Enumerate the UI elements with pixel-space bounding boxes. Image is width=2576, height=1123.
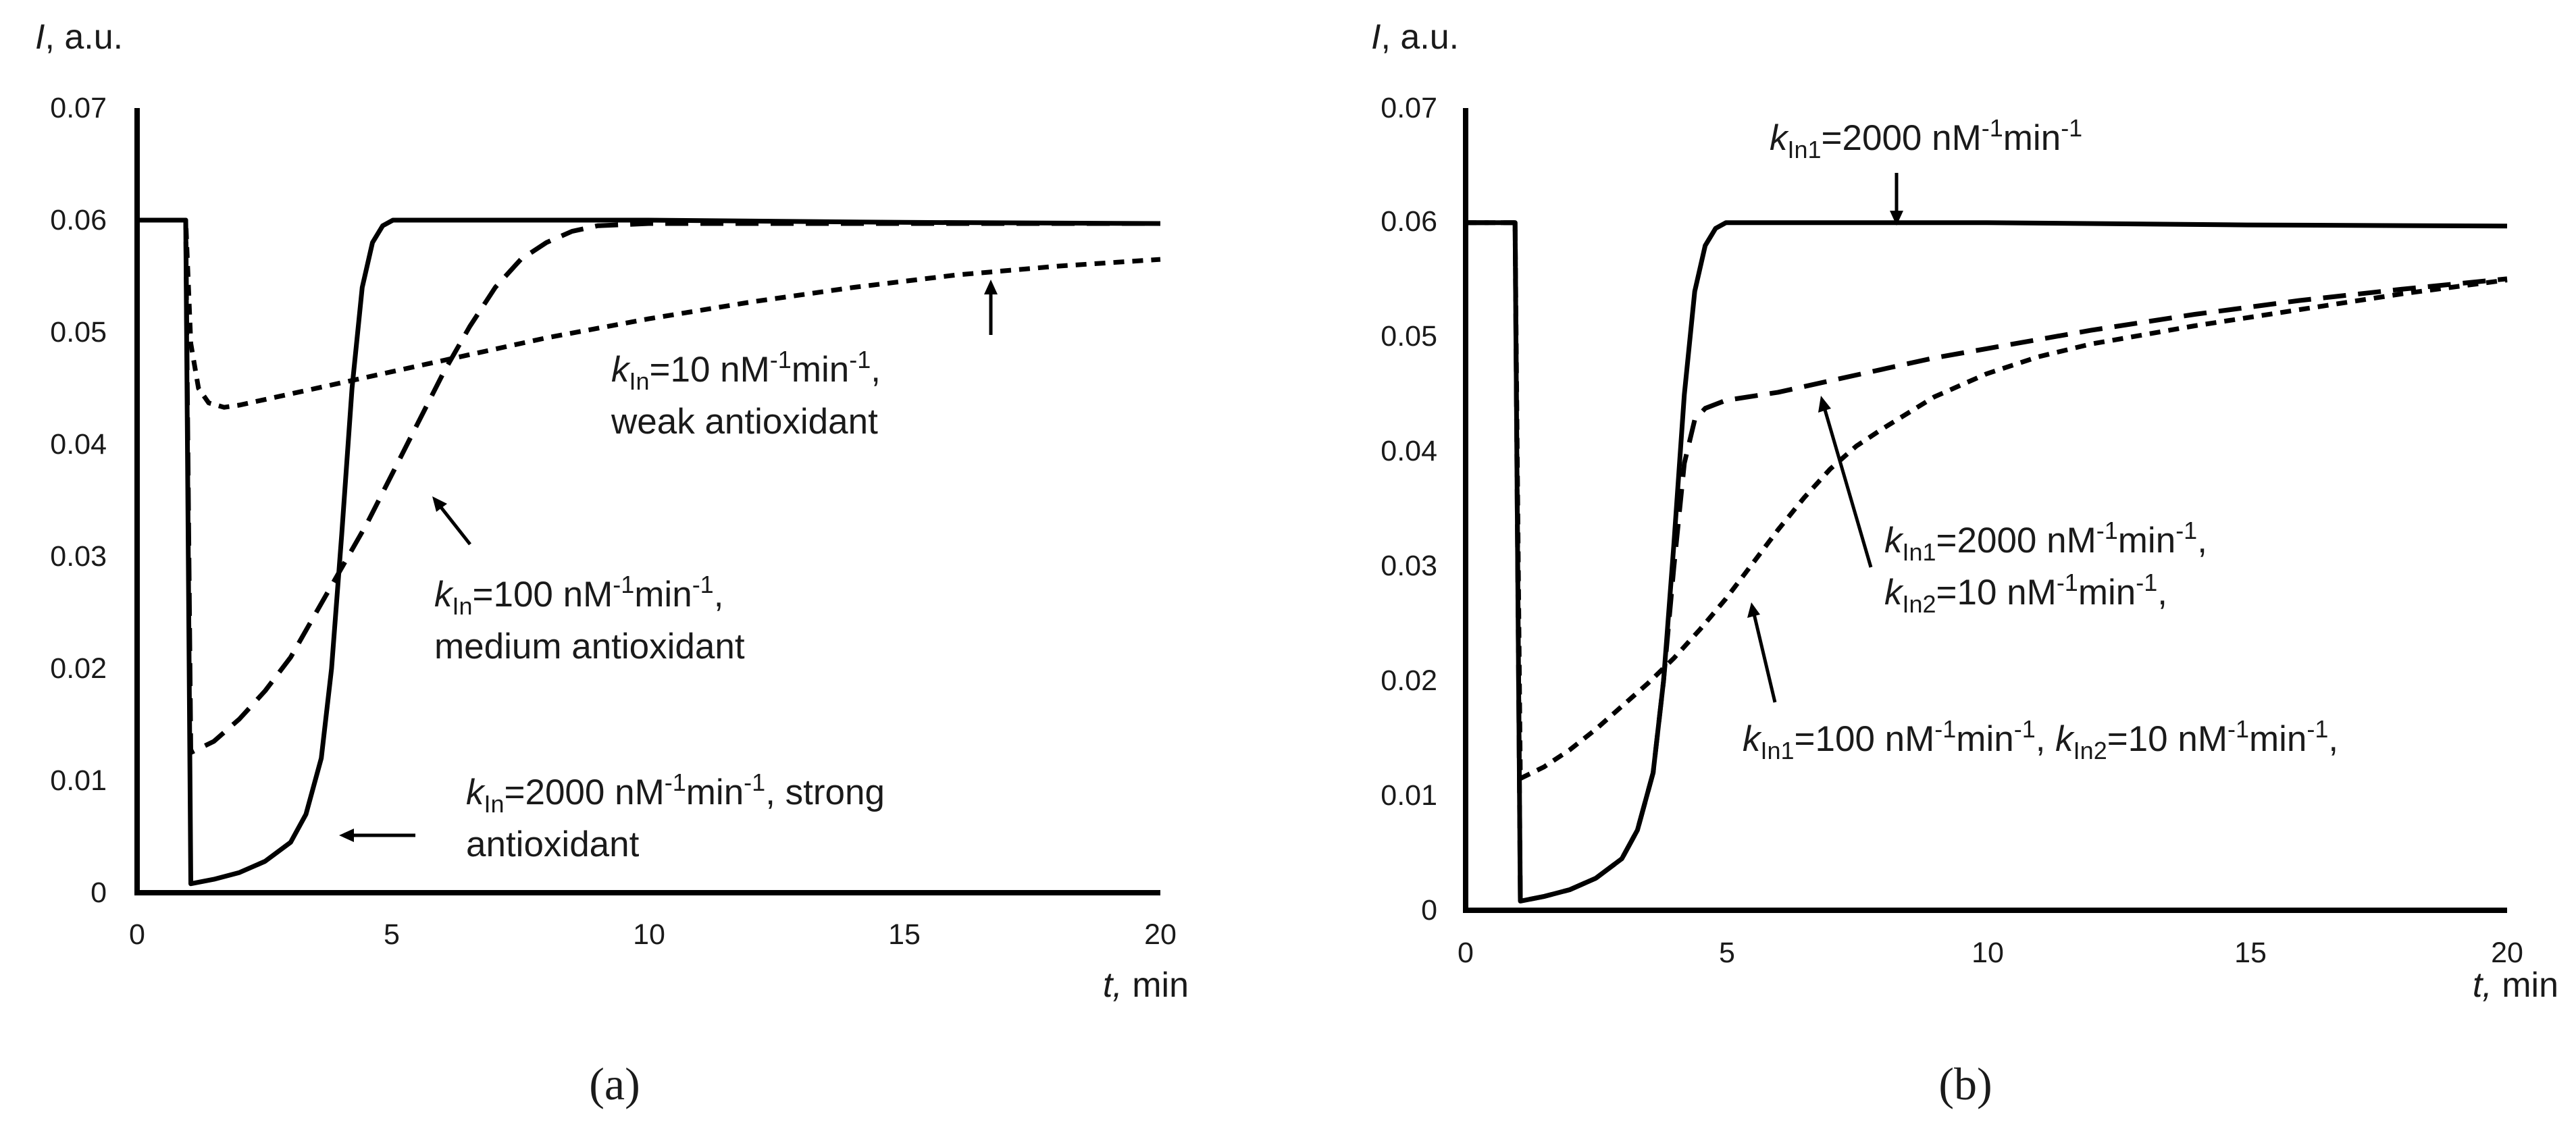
chart-b-xtick: 5 <box>1719 937 1735 969</box>
chart-a-xtick: 5 <box>384 918 400 951</box>
chart-b-xtick: 10 <box>1972 937 2004 969</box>
chart-a-xtick: 0 <box>129 918 145 951</box>
chart-a-arrow-strong <box>339 829 415 842</box>
chart-a-xlabel: t, min <box>1103 966 1189 1005</box>
chart-a-ylabel-unit: , a.u. <box>45 18 123 57</box>
chart-b-arrow-strong <box>1890 173 1903 226</box>
chart-a-annotation-weak-line2: weak antioxidant <box>611 402 878 442</box>
chart-a-annotation-weak: kIn=10 nM-1min-1, <box>611 346 881 395</box>
chart-a: I, a.u. 0 0.01 0.02 0.03 0.04 0.05 0.06 … <box>35 18 1189 1109</box>
chart-a-annotation-medium: kIn=100 nM-1min-1, <box>434 571 723 620</box>
chart-a-xlabel-unit: min <box>1123 966 1189 1005</box>
chart-a-ytick: 0.04 <box>50 428 107 461</box>
chart-b-ytick: 0.04 <box>1381 435 1437 467</box>
chart-a-annotation-medium-line2: medium antioxidant <box>434 627 745 667</box>
chart-a-series-dotted-line <box>137 217 1161 410</box>
chart-a-xlabel-var: t, <box>1103 966 1123 1005</box>
chart-b: I, a.u. 0 0.01 0.02 0.03 0.04 0.05 0.06 … <box>1371 18 2558 1109</box>
chart-b-ytick: 0.03 <box>1381 550 1437 582</box>
chart-a-xtick: 10 <box>633 918 665 951</box>
chart-b-series-dashed-line <box>1466 220 2508 904</box>
chart-a-ytick: 0.01 <box>50 764 107 797</box>
chart-a-ytick: 0.05 <box>50 316 107 348</box>
chart-a-xtick: 15 <box>888 918 921 951</box>
chart-b-xlabel-unit: min <box>2492 966 2558 1005</box>
chart-b-xlabel: t, min <box>2473 966 2558 1005</box>
chart-b-xlabel-var: t, <box>2473 966 2492 1005</box>
chart-a-y-ticks: 0 0.01 0.02 0.03 0.04 0.05 0.06 0.07 <box>50 92 107 909</box>
chart-b-annotation-mixed-strong-line2: kIn2=10 nM-1min-1, <box>1884 569 2167 618</box>
chart-a-series-dashed-line <box>137 217 1160 755</box>
chart-a-annotation-strong: kIn=2000 nM-1min-1, strong <box>466 768 885 818</box>
chart-a-ytick: 0.07 <box>50 92 107 124</box>
chart-b-series-dotted-line <box>1466 220 2508 781</box>
chart-b-panel-label: (b) <box>1938 1058 1992 1109</box>
chart-b-ytick: 0.05 <box>1381 320 1437 352</box>
chart-b-ylabel-unit: , a.u. <box>1381 18 1459 57</box>
chart-b-xtick: 20 <box>2491 937 2523 969</box>
chart-b-ytick: 0.06 <box>1381 205 1437 238</box>
chart-a-ytick: 0 <box>91 877 107 909</box>
chart-b-x-ticks: 0 5 10 15 20 <box>1458 937 2523 969</box>
chart-b-ytick: 0.07 <box>1381 92 1437 124</box>
chart-a-ytick: 0.03 <box>50 540 107 573</box>
chart-a-panel-label: (a) <box>589 1058 640 1109</box>
chart-b-ylabel: I, a.u. <box>1371 18 1459 57</box>
chart-b-ytick: 0.01 <box>1381 779 1437 812</box>
chart-a-annotation-strong-line2: antioxidant <box>466 825 640 864</box>
chart-b-xtick: 0 <box>1458 937 1474 969</box>
chart-a-ylabel-var: I <box>35 18 45 57</box>
chart-b-ylabel-var: I <box>1371 18 1381 57</box>
chart-b-y-ticks: 0 0.01 0.02 0.03 0.04 0.05 0.06 0.07 <box>1381 92 1437 926</box>
chart-b-arrow-mixed-strong <box>1818 396 1873 568</box>
chart-a-ylabel: I, a.u. <box>35 18 123 57</box>
chart-b-xtick: 15 <box>2234 937 2267 969</box>
chart-a-arrow-weak <box>984 280 998 335</box>
chart-a-ytick: 0.06 <box>50 204 107 236</box>
chart-a-plot-area <box>137 217 1161 887</box>
chart-b-arrow-mixed-medium <box>1747 602 1777 703</box>
chart-b-series-solid-line <box>1466 220 2508 904</box>
chart-b-ytick: 0 <box>1421 894 1437 926</box>
chart-a-arrow-medium <box>432 496 471 546</box>
chart-a-x-ticks: 0 5 10 15 20 <box>129 918 1177 951</box>
chart-b-annotation-mixed-strong: kIn1=2000 nM-1min-1, <box>1884 517 2207 566</box>
chart-a-xtick: 20 <box>1144 918 1177 951</box>
chart-a-ytick: 0.02 <box>50 652 107 685</box>
chart-b-plot-area <box>1466 220 2508 904</box>
chart-b-ytick: 0.02 <box>1381 664 1437 697</box>
chart-b-annotation-strong: kIn1=2000 nM-1min-1 <box>1770 114 2082 163</box>
chart-b-annotation-mixed-medium: kIn1=100 nM-1min-1, kIn2=10 nM-1min-1, <box>1743 715 2338 764</box>
chart-a-series-solid-line <box>137 217 1161 887</box>
